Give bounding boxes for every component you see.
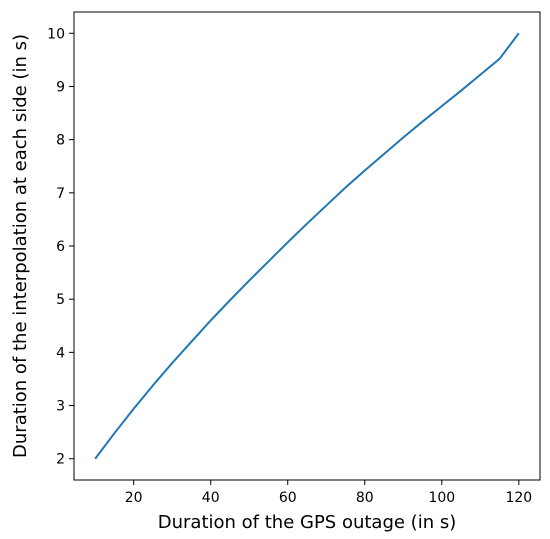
y-tick-label: 5: [56, 292, 65, 308]
y-tick-label: 7: [56, 186, 65, 202]
x-tick-label: 20: [125, 490, 143, 506]
x-tick-label: 60: [279, 490, 297, 506]
y-axis-ticks: 2 3 4 5 6 7 8 9 10: [47, 26, 74, 468]
y-tick-label: 4: [56, 345, 65, 361]
y-tick-label: 2: [56, 452, 65, 468]
x-axis-label: Duration of the GPS outage (in s): [158, 512, 456, 533]
y-tick-label: 6: [56, 239, 65, 255]
y-tick-label: 3: [56, 399, 65, 415]
y-tick-label: 10: [47, 26, 65, 42]
x-tick-label: 40: [202, 490, 220, 506]
y-tick-label: 9: [56, 79, 65, 95]
y-tick-label: 8: [56, 133, 65, 149]
x-tick-label: 100: [428, 490, 455, 506]
data-series-line: [94, 32, 520, 460]
x-tick-label: 120: [505, 490, 532, 506]
y-axis-label: Duration of the interpolation at each si…: [10, 34, 31, 458]
x-axis-ticks: 20 40 60 80 100 120: [125, 480, 532, 506]
x-tick-label: 80: [356, 490, 374, 506]
